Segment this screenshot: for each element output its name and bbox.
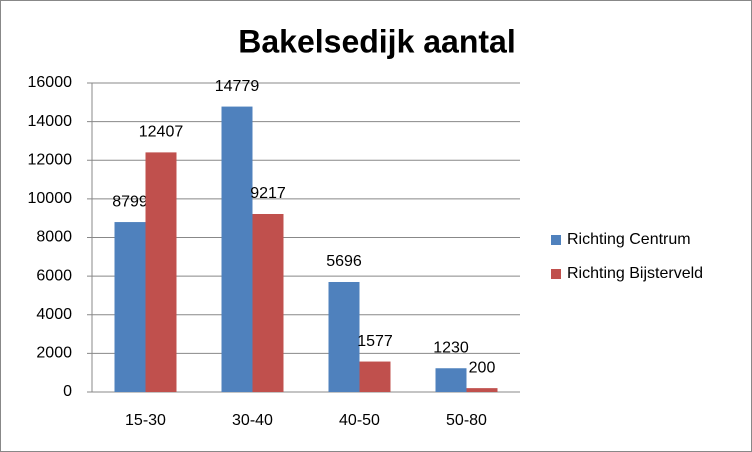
y-tick-label: 0: [63, 383, 72, 400]
y-tick-label: 16000: [28, 74, 73, 91]
data-label: 1577: [357, 333, 393, 350]
y-tick-label: 14000: [28, 113, 73, 130]
legend-swatch: [551, 235, 561, 245]
x-tick-label: 30-40: [232, 412, 273, 429]
y-tick-label: 10000: [28, 190, 73, 207]
data-label: 8799: [112, 193, 148, 210]
x-tick-label: 40-50: [339, 412, 380, 429]
y-tick-label: 4000: [36, 306, 72, 323]
bar: [145, 152, 177, 392]
legend-label: Richting Centrum: [567, 231, 691, 248]
x-tick-label: 50-80: [446, 412, 487, 429]
data-label: 14779: [215, 78, 260, 95]
bar: [114, 222, 146, 392]
data-label: 5696: [326, 253, 362, 270]
data-label: 1230: [433, 339, 469, 356]
x-tick-label: 15-30: [125, 412, 166, 429]
y-tick-label: 12000: [28, 151, 73, 168]
chart-title: Bakelsedijk aantal: [238, 23, 515, 59]
legend-label: Richting Bijsterveld: [567, 265, 703, 282]
data-label: 200: [469, 359, 496, 376]
data-label: 9217: [250, 185, 286, 202]
bar: [221, 106, 253, 392]
y-tick-label: 8000: [36, 229, 72, 246]
bar: [328, 281, 360, 392]
legend-swatch: [551, 269, 561, 279]
y-tick-label: 2000: [36, 345, 72, 362]
data-label: 12407: [139, 124, 184, 141]
y-tick-label: 6000: [36, 267, 72, 284]
bar: [252, 213, 284, 392]
bar: [435, 368, 467, 392]
bar: [359, 361, 391, 392]
bar: [466, 388, 498, 392]
